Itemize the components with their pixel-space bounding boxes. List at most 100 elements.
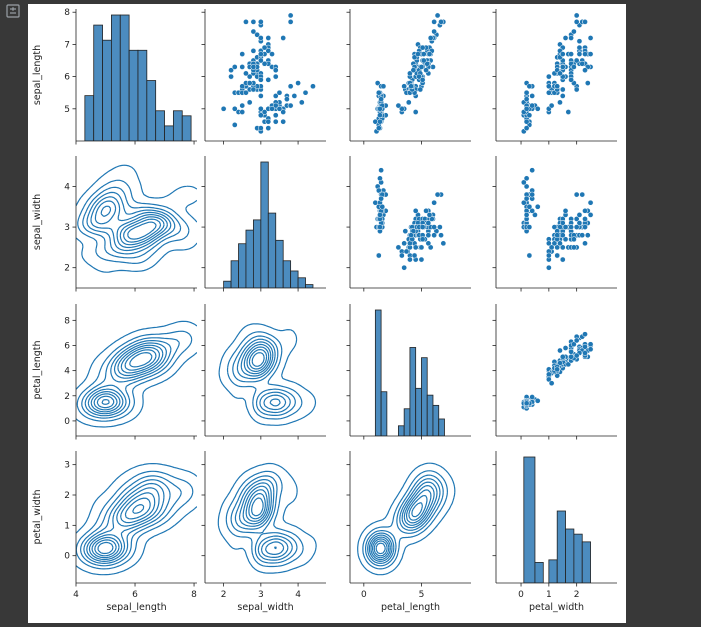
y-tick-label: 0 <box>64 552 70 562</box>
x-axis-label: petal_length <box>381 602 440 613</box>
hist-bar <box>252 219 262 288</box>
scatter-point <box>562 236 569 243</box>
scatter-point <box>573 19 580 25</box>
scatter-point <box>276 89 283 96</box>
y-tick-label: 4 <box>64 367 70 377</box>
scatter-point <box>239 64 246 70</box>
scatter-point <box>529 191 536 198</box>
scatter-point <box>551 240 558 247</box>
panel-sepal_width-vs-sepal_length: 2 3 4 sepal_width <box>32 156 197 292</box>
hist-bar <box>155 110 165 141</box>
scatter-point <box>412 207 419 214</box>
x-tick-label: 2 <box>221 590 227 600</box>
scatter-point <box>408 232 414 239</box>
scatter-point <box>295 80 301 86</box>
scatter-point <box>377 118 383 125</box>
y-tick-label: 3 <box>64 223 70 233</box>
scatter-point <box>405 99 412 106</box>
scatter-point <box>231 64 238 70</box>
kde-contour <box>90 196 172 252</box>
scatter-point <box>548 244 555 251</box>
scatter-point <box>243 19 249 25</box>
kde-contour <box>76 330 193 422</box>
scatter-point <box>261 44 268 51</box>
scatter-point <box>534 397 541 404</box>
hist-bar <box>523 456 536 583</box>
kde-contour <box>375 502 423 555</box>
scatter-point <box>565 109 572 115</box>
kde-contour <box>236 338 291 414</box>
scatter-point <box>377 212 383 218</box>
y-tick-label: 5 <box>64 105 70 115</box>
kde-contour <box>96 349 157 409</box>
scatter-point <box>258 35 264 41</box>
hist-bar <box>397 425 405 436</box>
x-tick-label: 5 <box>419 590 425 600</box>
scatter-point <box>287 12 294 19</box>
x-tick-label: 1 <box>546 590 552 600</box>
scatter-point <box>434 12 441 19</box>
scatter-point <box>258 57 264 64</box>
kde-contour <box>246 346 270 373</box>
output-toggle-icon[interactable] <box>6 3 20 18</box>
scatter-point <box>579 60 586 67</box>
kde-contour <box>82 186 182 259</box>
scatter-point <box>584 80 591 86</box>
kde-contour <box>367 478 441 564</box>
scatter-point <box>554 83 561 90</box>
scatter-point <box>559 51 566 57</box>
scatter-point <box>265 76 272 83</box>
scatter-point <box>438 232 444 239</box>
scatter-point <box>562 345 569 351</box>
hist-bar <box>164 125 174 141</box>
scatter-point <box>407 70 413 77</box>
scatter-point <box>412 109 419 115</box>
scatter-point <box>287 19 294 25</box>
scatter-point <box>582 331 588 338</box>
kde-contour <box>76 320 197 428</box>
scatter-point <box>287 102 294 109</box>
kde-contour <box>93 346 160 411</box>
kde-contour <box>76 164 197 273</box>
scatter-point <box>250 64 257 70</box>
scatter-point <box>239 83 246 90</box>
scatter-point <box>431 19 437 25</box>
kde-contour <box>370 485 435 561</box>
kde-contour <box>248 349 268 370</box>
hist-bar <box>565 528 575 583</box>
kde-contour <box>94 200 168 249</box>
kde-contour <box>232 335 296 416</box>
scatter-point <box>272 102 279 109</box>
panel-petal_width-vs-petal_width: 0 1 2 petal_width <box>492 451 617 613</box>
x-tick-label: 3 <box>258 590 264 600</box>
hist-bar <box>146 80 157 141</box>
scatter-point <box>571 236 577 243</box>
scatter-point <box>546 376 552 383</box>
scatter-point <box>559 232 566 239</box>
scatter-point <box>573 191 580 198</box>
kde-contour <box>242 485 285 555</box>
scatter-point <box>423 67 429 74</box>
scatter-point <box>239 51 246 57</box>
y-tick-label: 8 <box>64 316 70 326</box>
y-tick-label: 2 <box>64 392 70 402</box>
scatter-point <box>559 86 566 93</box>
x-tick-label: 4 <box>73 590 79 600</box>
scatter-point <box>582 350 588 356</box>
scatter-point <box>551 224 558 230</box>
scatter-point <box>582 224 588 230</box>
scatter-point <box>378 96 384 103</box>
hist-bar <box>172 110 183 141</box>
scatter-point <box>526 252 533 259</box>
scatter-point <box>523 125 530 131</box>
scatter-point <box>568 35 574 41</box>
scatter-point <box>526 112 533 119</box>
hist-bar <box>111 14 121 141</box>
kde-contour <box>81 337 180 419</box>
x-tick-label: 0 <box>361 590 367 600</box>
y-axis-label: sepal_width <box>32 194 43 250</box>
scatter-point <box>587 51 594 57</box>
x-tick-label: 2 <box>574 590 580 600</box>
kde-contour <box>84 340 172 417</box>
scatter-point <box>375 252 382 259</box>
